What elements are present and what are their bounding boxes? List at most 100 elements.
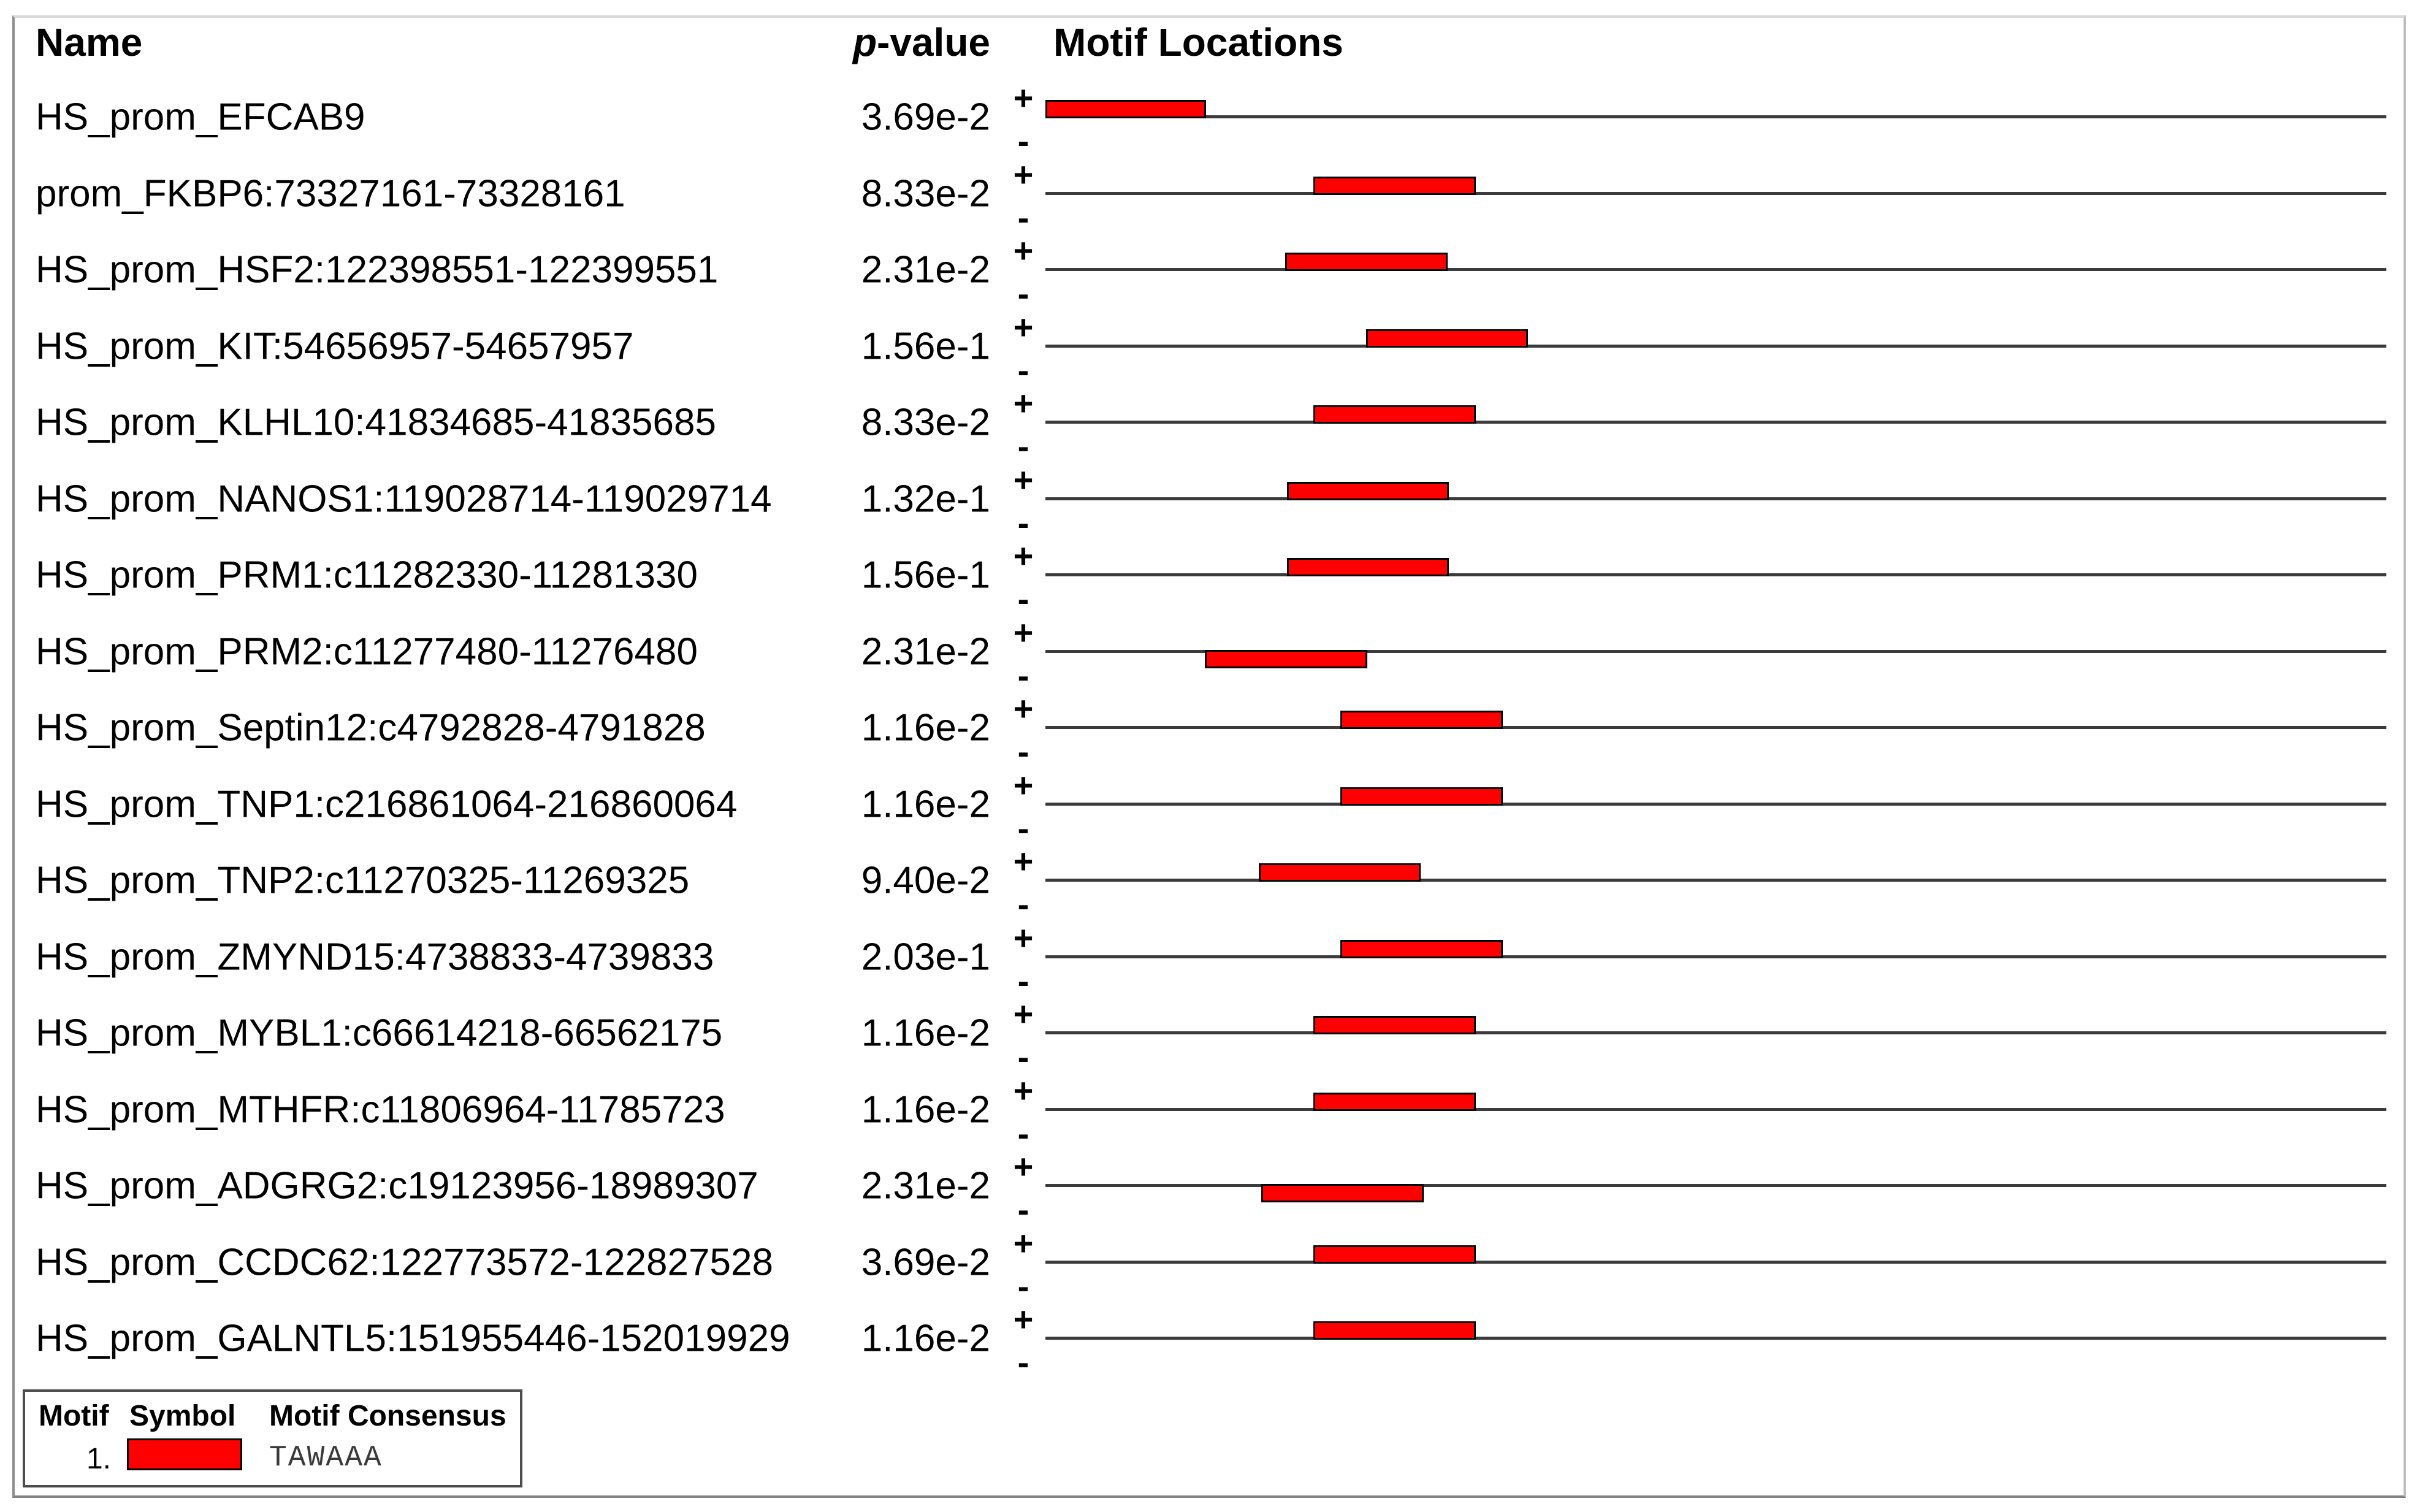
sequence-line [1045,1337,2386,1340]
p-value: 8.33e-2 [861,401,990,444]
sequence-row: HS_prom_GALNTL5:151955446-152019929 1.16… [0,1300,2425,1380]
plus-strand-label: + [1013,78,1034,117]
motif-occurrence-bar [1313,176,1476,195]
sequence-row: HS_prom_TNP2:c11270325-11269325 9.40e-2 … [0,842,2425,923]
sequence-line [1045,573,2386,576]
sequence-name: HS_prom_EFCAB9 [36,96,365,139]
sequence-name: HS_prom_GALNTL5:151955446-152019929 [36,1317,790,1360]
legend-header-motif-consensus: Motif Consensus [269,1400,506,1432]
motif-occurrence-bar [1261,1184,1424,1202]
motif-location-diagram: + - [0,842,2425,923]
sequence-line [1045,802,2386,806]
sequence-row: HS_prom_NANOS1:119028714-119029714 1.32e… [0,460,2425,542]
motif-occurrence-bar [1045,100,1207,118]
sequence-line [1045,1260,2386,1264]
sequence-name: HS_prom_Septin12:c4792828-4791828 [36,706,706,749]
motif-location-diagram: + - [0,536,2425,616]
sequence-row: HS_prom_MTHFR:c11806964-11785723 1.16e-2… [0,1071,2425,1153]
plus-strand-label: + [1013,231,1034,270]
sequence-line [1045,115,2386,118]
p-value: 1.16e-2 [861,706,990,749]
p-value: 1.16e-2 [861,1317,990,1360]
motif-legend-box: Motif Symbol Motif Consensus 1. TAWAAA [23,1389,522,1487]
sequence-line [1045,1184,2386,1187]
plus-strand-label: + [1013,1223,1034,1262]
sequence-row: HS_prom_TNP1:c216861064-216860064 1.16e-… [0,765,2425,845]
sequence-row: prom_FKBP6:73327161-73328161 8.33e-2 + - [0,155,2425,234]
motif-location-diagram: + - [0,231,2425,313]
motif-occurrence-bar [1365,329,1529,348]
sequence-line [1045,955,2386,958]
legend-motif-color-swatch [127,1438,242,1470]
sequence-line [1045,726,2386,729]
minus-strand-label: - [1017,274,1029,313]
plus-strand-label: + [1013,842,1034,880]
sequence-name: HS_prom_KIT:54656957-54657957 [36,325,634,367]
p-value: 2.31e-2 [861,630,990,673]
motif-location-diagram: + - [0,155,2425,234]
plus-strand-label: + [1013,460,1034,499]
sequence-row: HS_prom_CCDC62:122773572-122827528 3.69e… [0,1223,2425,1305]
plus-strand-label: + [1013,1300,1034,1338]
minus-strand-label: - [1017,1037,1029,1076]
p-value: 1.56e-1 [861,325,990,367]
motif-location-diagram: + - [0,78,2425,158]
p-value: 2.03e-1 [861,936,990,978]
sequence-name: HS_prom_NANOS1:119028714-119029714 [36,478,772,520]
motif-occurrence-bar [1313,405,1476,424]
motif-location-diagram: + - [0,995,2425,1076]
minus-strand-label: - [1017,961,1029,1000]
sequence-name: HS_prom_KLHL10:41834685-41835685 [36,401,716,444]
motif-location-diagram: + - [0,689,2425,769]
legend-motif-number: 1. [86,1443,111,1475]
plus-strand-label: + [1013,536,1034,575]
motif-occurrence-bar [1286,558,1449,576]
sequence-name: HS_prom_MYBL1:c66614218-66562175 [36,1012,723,1055]
plus-strand-label: + [1013,765,1034,804]
sequence-row: HS_prom_HSF2:122398551-122399551 2.31e-2… [0,231,2425,313]
sequence-name: HS_prom_PRM2:c11277480-11276480 [36,630,698,673]
p-value: 2.31e-2 [861,248,990,291]
sequence-name: prom_FKBP6:73327161-73328161 [36,172,625,215]
sequence-row: HS_prom_KIT:54656957-54657957 1.56e-1 + … [0,308,2425,387]
motif-location-diagram: + - [0,765,2425,845]
motif-occurrence-bar [1313,1245,1476,1264]
sequence-line [1045,649,2386,653]
plus-strand-label: + [1013,1071,1034,1110]
p-value: 1.16e-2 [861,1088,990,1131]
sequence-row: HS_prom_MYBL1:c66614218-66562175 1.16e-2… [0,995,2425,1076]
sequence-row: HS_prom_Septin12:c4792828-4791828 1.16e-… [0,689,2425,769]
p-value: 8.33e-2 [861,172,990,215]
column-header-name: Name [36,20,143,64]
sequence-row: HS_prom_ADGRG2:c19123956-18989307 2.31e-… [0,1147,2425,1229]
minus-strand-label: - [1017,1190,1029,1229]
p-value: 3.69e-2 [861,1241,990,1283]
motif-location-diagram: + - [0,460,2425,542]
legend-header-symbol: Symbol [129,1400,236,1432]
motif-occurrence-bar [1340,711,1503,729]
minus-strand-label: - [1017,1266,1029,1305]
p-value: 1.16e-2 [861,1012,990,1055]
sequence-row: HS_prom_KLHL10:41834685-41835685 8.33e-2… [0,384,2425,464]
motif-occurrence-bar [1285,253,1448,271]
sequence-row: HS_prom_ZMYND15:4738833-4739833 2.03e-1 … [0,918,2425,1000]
column-header-pvalue: p-value [797,21,990,64]
sequence-line [1045,344,2386,348]
sequence-name: HS_prom_MTHFR:c11806964-11785723 [36,1088,725,1131]
motif-occurrence-bar [1340,939,1503,958]
p-value: 1.16e-2 [861,783,990,825]
p-value: 1.56e-1 [861,554,990,597]
sequence-row: HS_prom_EFCAB9 3.69e-2 + - [0,78,2425,158]
motif-occurrence-bar [1205,649,1367,668]
minus-strand-label: - [1017,503,1029,542]
sequence-name: HS_prom_CCDC62:122773572-122827528 [36,1241,773,1283]
motif-occurrence-bar [1258,863,1421,882]
sequence-name: HS_prom_TNP2:c11270325-11269325 [36,859,690,902]
plus-strand-label: + [1013,918,1034,957]
sequence-line [1045,268,2386,271]
sequence-name: HS_prom_HSF2:122398551-122399551 [36,248,719,291]
minus-strand-label: - [1017,885,1029,923]
motif-location-diagram: + - [0,1071,2425,1153]
sequence-line [1045,191,2386,195]
minus-strand-label: - [1017,1113,1029,1153]
